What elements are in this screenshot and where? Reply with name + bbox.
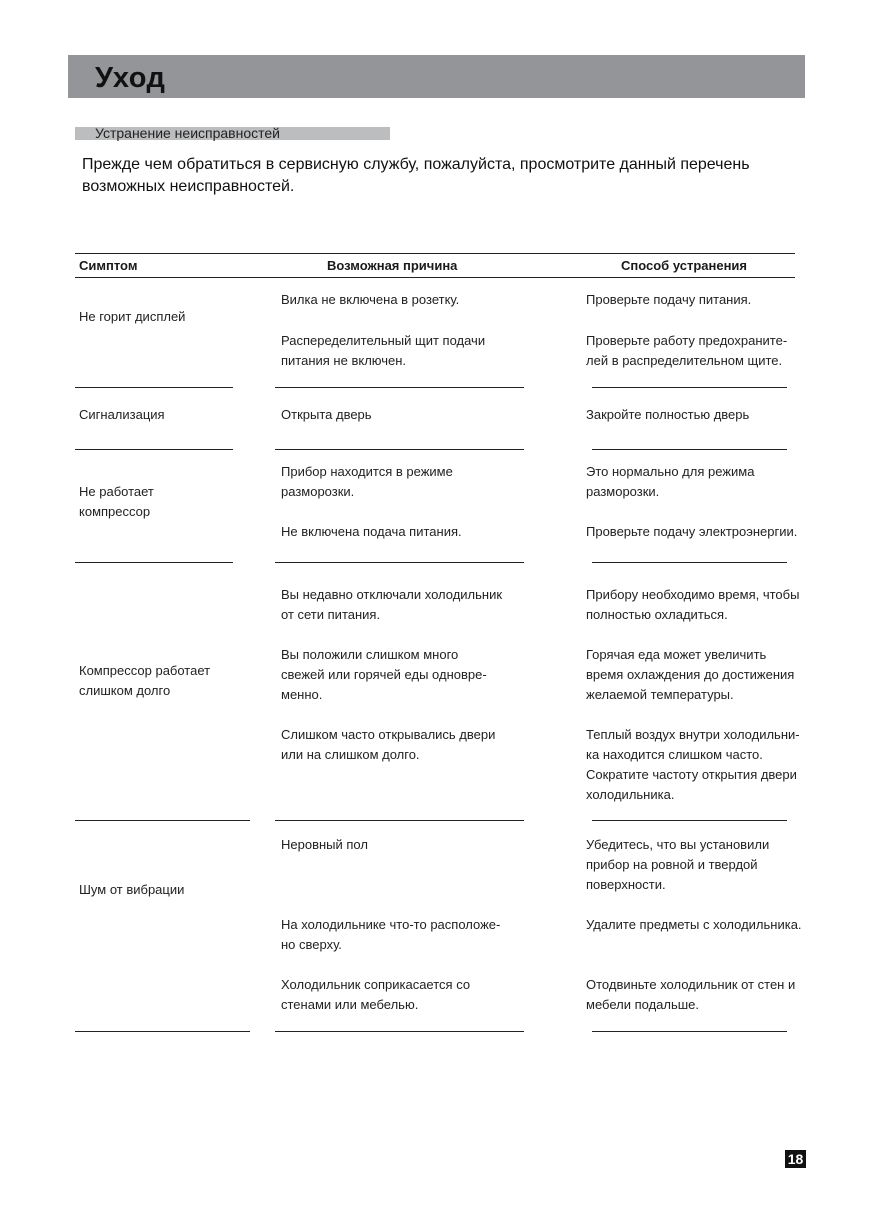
fix-cell: Отодвиньте холодильник от стен и мебели … [586, 977, 796, 1012]
symptom-cell: Компрессор работает слишком долго [79, 663, 211, 698]
fix-cell: Теплый воздух внутри холодильни- ка нахо… [586, 727, 800, 802]
fix-cell: Убедитесь, что вы установили прибор на р… [586, 837, 770, 892]
row-divider [275, 1031, 524, 1032]
fix-cell: Проверьте подачу электроэнергии. [586, 524, 798, 539]
cause-cell: Вы недавно отключали холодильник от сети… [281, 587, 503, 622]
symptom-cell: Не горит дисплей [79, 309, 186, 324]
symptom-cell: Шум от вибрации [79, 882, 185, 897]
row-divider [275, 387, 524, 388]
row-divider [275, 562, 524, 563]
cause-cell: Холодильник соприкасается со стенами или… [281, 977, 471, 1012]
row-divider [75, 449, 233, 450]
row-divider [275, 820, 524, 821]
page-number: 18 [785, 1150, 806, 1168]
fix-cell: Закройте полностью дверь [586, 407, 750, 422]
cause-cell: Слишком часто открывались двери или на с… [281, 727, 496, 762]
header-fix: Способ устранения [621, 258, 748, 273]
row-divider [75, 387, 233, 388]
cause-cell: Неровный пол [281, 837, 368, 852]
fix-cell: Проверьте подачу питания. [586, 292, 752, 307]
row-divider [275, 449, 524, 450]
row-divider [592, 820, 787, 821]
cause-cell: Вилка не включена в розетку. [281, 292, 460, 307]
cause-cell: Не включена подача питания. [281, 524, 462, 539]
symptom-cell: Не работает компрессор [79, 484, 154, 519]
row-divider [75, 820, 250, 821]
header-cause: Возможная причина [327, 258, 458, 273]
row-divider [592, 449, 787, 450]
row-divider [592, 387, 787, 388]
header-symptom: Симптом [79, 258, 138, 273]
header-bar [68, 55, 805, 98]
row-divider [592, 562, 787, 563]
intro-text: Прежде чем обратиться в сервисную службу… [82, 156, 750, 195]
cause-cell: Прибор находится в режиме разморозки. [281, 464, 453, 499]
fix-cell: Прибору необходимо время, чтобы полность… [586, 587, 800, 622]
section-bar [75, 127, 390, 140]
fix-cell: Удалите предметы с холодильника. [586, 917, 802, 932]
cause-cell: Открыта дверь [281, 407, 372, 422]
cause-cell: Распеределительный щит подачи питания не… [281, 333, 486, 368]
symptom-cell: Сигнализация [79, 407, 165, 422]
fix-cell: Горячая еда может увеличить время охлажд… [586, 647, 795, 702]
cause-cell: На холодильнике что-то расположе- но све… [281, 917, 501, 952]
cause-cell: Вы положили слишком много свежей или гор… [281, 647, 487, 702]
fix-cell: Проверьте работу предохраните- лей в рас… [586, 333, 788, 368]
table-header-rule [75, 277, 795, 278]
row-divider [592, 1031, 787, 1032]
row-divider [75, 1031, 250, 1032]
row-divider [75, 562, 233, 563]
table-top-rule [75, 253, 795, 254]
section-title: Устранение неисправностей [95, 125, 280, 141]
page-title: Уход [95, 62, 166, 94]
fix-cell: Это нормально для режима разморозки. [586, 464, 755, 499]
